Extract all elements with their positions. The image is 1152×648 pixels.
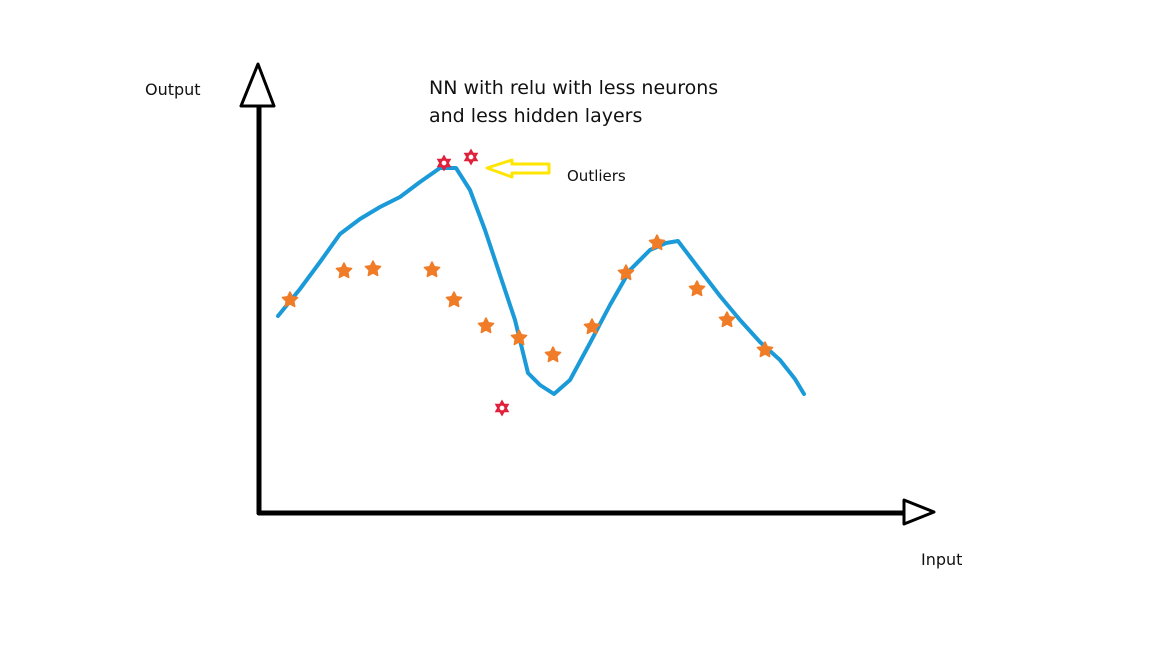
y-axis-label: Output	[145, 80, 201, 99]
star-icon	[445, 291, 463, 308]
hexagram-icon	[494, 399, 510, 417]
star-icon	[718, 311, 736, 328]
star-icon	[423, 261, 441, 278]
star-icon	[617, 264, 635, 281]
outliers-label: Outliers	[567, 167, 626, 185]
star-icon	[648, 234, 666, 251]
outlier-points	[436, 148, 510, 417]
chart-title-line-1: NN with relu with less neurons	[429, 77, 718, 99]
star-icon	[335, 262, 353, 279]
star-icon	[477, 317, 495, 334]
star-icon	[364, 260, 382, 277]
star-icon	[756, 341, 774, 358]
star-icon	[281, 291, 299, 308]
star-icon	[688, 280, 706, 297]
star-icon	[510, 329, 528, 346]
chart-title-line-2: and less hidden layers	[429, 105, 642, 127]
star-icon	[583, 318, 601, 335]
data-points	[281, 234, 774, 363]
fitted-curve	[276, 166, 806, 396]
left-arrow-icon	[485, 158, 551, 179]
star-icon	[544, 346, 562, 363]
hexagram-icon	[463, 148, 479, 166]
x-axis-arrowhead	[902, 498, 936, 526]
x-axis-label: Input	[921, 550, 962, 569]
y-axis-arrowhead	[239, 62, 276, 108]
hexagram-icon	[436, 154, 452, 172]
